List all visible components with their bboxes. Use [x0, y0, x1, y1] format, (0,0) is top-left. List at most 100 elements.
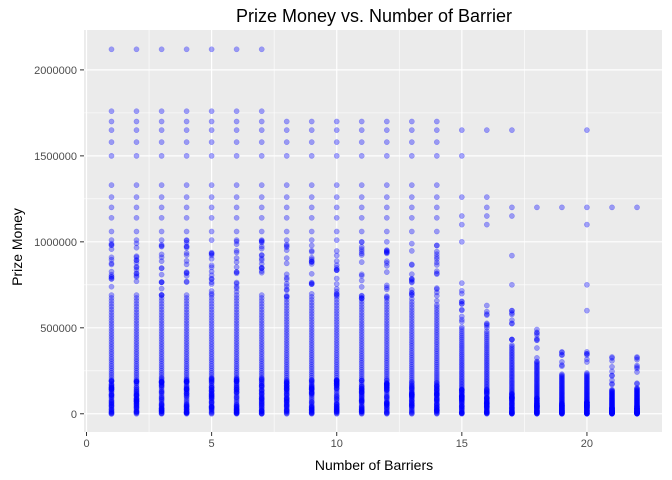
data-point	[383, 382, 390, 389]
data-point	[158, 214, 165, 221]
data-point	[458, 409, 465, 416]
data-point	[158, 254, 165, 261]
data-point	[458, 393, 465, 400]
data-point	[233, 283, 240, 290]
data-point	[333, 397, 340, 404]
data-point	[258, 382, 265, 389]
data-point	[258, 393, 265, 400]
data-point	[258, 400, 265, 407]
data-point	[283, 403, 290, 410]
data-point	[383, 284, 390, 291]
x-axis-label: Number of Barriers	[315, 457, 433, 473]
data-point	[433, 385, 440, 392]
data-point	[133, 409, 140, 416]
data-point	[383, 410, 390, 417]
data-point	[258, 353, 265, 360]
data-point	[208, 333, 215, 340]
data-point	[358, 298, 365, 305]
data-point	[333, 392, 340, 399]
data-point	[308, 254, 315, 261]
data-point	[483, 403, 490, 409]
data-point	[108, 404, 115, 411]
data-point	[358, 410, 365, 417]
data-point	[158, 317, 165, 324]
data-point	[283, 276, 290, 283]
data-point	[258, 372, 265, 378]
data-point	[258, 409, 265, 416]
data-point	[584, 349, 590, 355]
data-point	[183, 204, 190, 211]
data-point	[483, 399, 490, 406]
data-point	[433, 262, 440, 268]
data-point	[233, 406, 240, 412]
data-point	[358, 355, 365, 362]
data-point	[383, 330, 390, 337]
data-point	[408, 383, 415, 390]
data-point	[258, 239, 265, 246]
data-point	[258, 333, 265, 340]
data-point	[108, 402, 115, 409]
data-point	[483, 406, 490, 413]
data-point	[258, 237, 265, 243]
data-point	[183, 214, 190, 221]
data-point	[383, 153, 390, 159]
data-point	[283, 194, 290, 200]
data-point	[258, 387, 265, 394]
data-point	[283, 127, 290, 133]
data-point	[509, 410, 515, 417]
data-point	[358, 405, 365, 411]
data-point	[433, 355, 440, 361]
data-point	[233, 375, 240, 382]
data-point	[408, 352, 415, 359]
data-point	[258, 382, 265, 389]
data-point	[283, 386, 290, 392]
data-point	[133, 380, 140, 387]
data-point	[108, 118, 115, 125]
data-point	[433, 379, 440, 386]
data-point	[308, 366, 315, 372]
data-point	[133, 378, 140, 384]
data-point	[108, 386, 115, 392]
data-point	[433, 381, 440, 388]
data-point	[358, 396, 365, 402]
data-point	[383, 395, 390, 401]
data-point	[133, 392, 140, 398]
data-point	[358, 388, 365, 395]
data-point	[383, 369, 390, 375]
data-point	[433, 407, 440, 413]
data-point	[358, 385, 365, 392]
data-point	[308, 361, 315, 368]
data-point	[333, 408, 340, 414]
data-point	[133, 46, 140, 53]
data-point	[283, 287, 290, 294]
data-point	[383, 381, 390, 388]
data-point	[358, 272, 365, 279]
data-point	[333, 228, 340, 235]
data-point	[458, 360, 465, 367]
data-point	[133, 328, 140, 335]
data-point	[458, 369, 465, 376]
data-point	[308, 376, 315, 383]
data-point	[283, 319, 290, 325]
data-point	[308, 395, 315, 402]
data-point	[358, 284, 365, 290]
data-point	[283, 379, 290, 385]
data-point	[333, 409, 340, 416]
data-point	[283, 359, 290, 366]
data-point	[158, 382, 165, 389]
data-point	[283, 372, 290, 379]
data-point	[233, 409, 240, 416]
data-point	[233, 392, 240, 398]
data-point	[358, 328, 365, 334]
data-point	[433, 389, 440, 395]
data-point	[509, 406, 515, 413]
data-point	[158, 408, 165, 414]
data-point	[333, 267, 340, 274]
data-point	[408, 333, 415, 339]
data-point	[258, 390, 265, 397]
data-point	[233, 295, 240, 301]
data-point	[158, 395, 165, 402]
data-point	[408, 405, 415, 412]
x-tick-label: 0	[83, 438, 89, 450]
data-point	[358, 338, 365, 345]
